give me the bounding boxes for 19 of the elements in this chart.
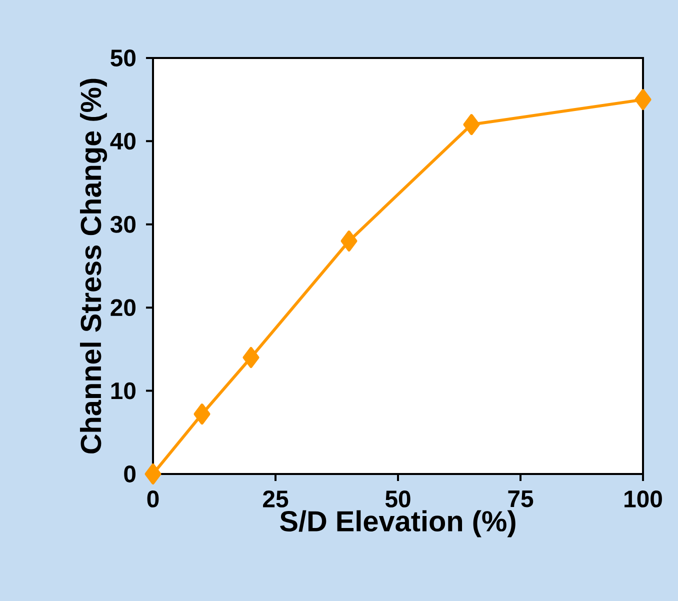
point	[340, 230, 358, 252]
y-tick-label: 10	[111, 382, 136, 400]
point	[194, 404, 210, 425]
point	[242, 347, 260, 368]
y-tick-label: 50	[110, 50, 136, 66]
x-tick-label: 75	[508, 490, 534, 508]
point	[634, 89, 652, 110]
x-axis-title: S/D Elevation (%)	[280, 510, 516, 538]
y-tick-label: 0	[124, 466, 136, 482]
y-tick-label: 40	[110, 132, 136, 150]
point	[463, 114, 480, 136]
y-axis-title: Channel Stress Change (%)	[80, 78, 108, 454]
x-tick-label: 50	[385, 490, 410, 508]
point	[144, 463, 162, 484]
x-tick-label: 0	[147, 490, 159, 508]
x-tick-label: 100	[624, 490, 662, 508]
y-tick-label: 30	[110, 216, 136, 233]
x-tick-label: 25	[263, 490, 288, 508]
y-tick-label: 20	[110, 299, 136, 316]
